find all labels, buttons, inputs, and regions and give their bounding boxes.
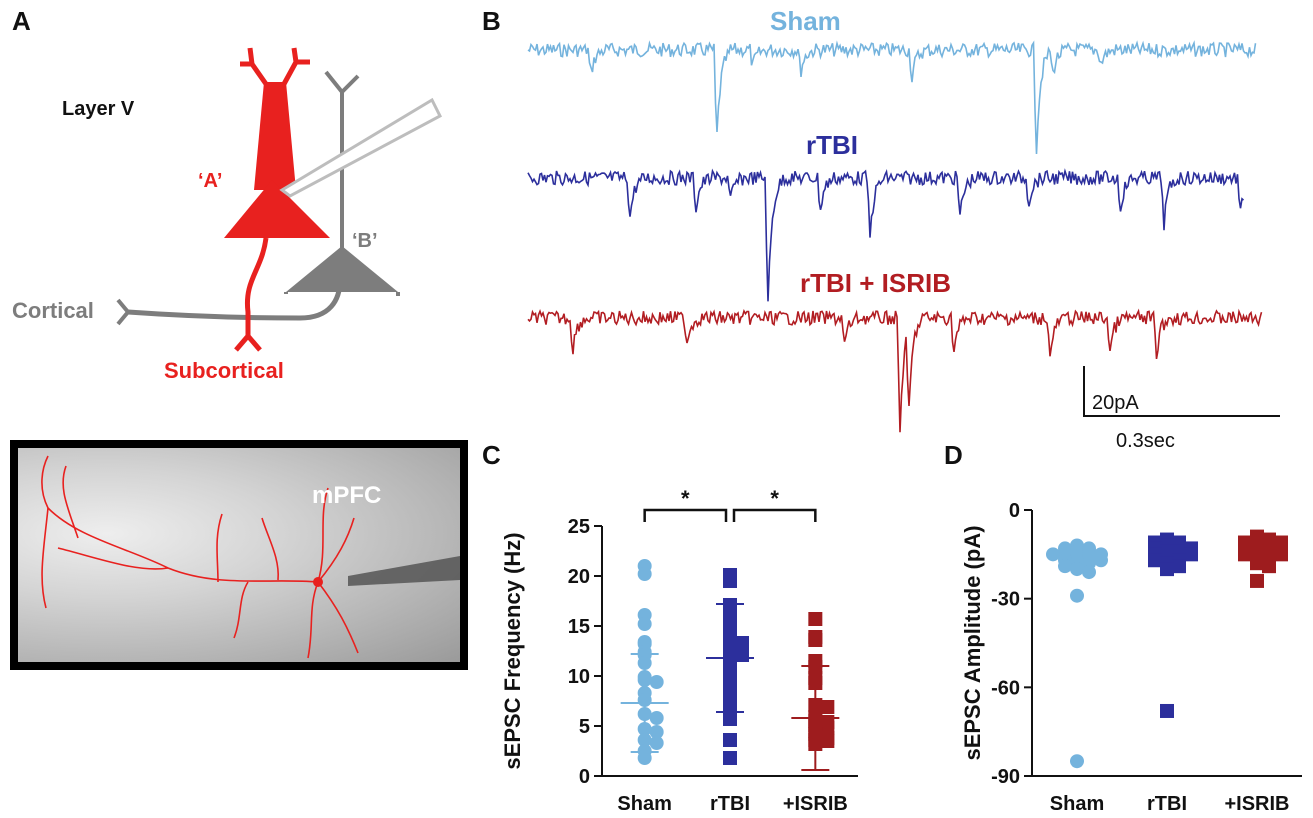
x-tick-label: +ISRIB <box>1224 793 1289 815</box>
neuron-schematic <box>116 47 442 352</box>
trace-sham <box>527 40 1257 155</box>
scale-bar <box>1083 366 1280 417</box>
significance-star: * <box>770 486 779 511</box>
y-tick-label: 0 <box>579 766 590 788</box>
micrograph <box>10 440 468 670</box>
scale-amplitude-label: 20pA <box>1092 392 1139 414</box>
point-isrib <box>1274 547 1288 562</box>
point-sham <box>649 736 664 750</box>
mpfc-label: mPFC <box>312 482 382 509</box>
point-rtbi <box>723 733 737 747</box>
y-tick-label: 5 <box>579 716 590 738</box>
point-sham <box>1082 565 1096 580</box>
y-tick-label: 15 <box>568 616 590 638</box>
trace-label-sham: Sham <box>770 6 841 36</box>
y-axis-label: sEPSC Amplitude (pA) <box>960 525 985 760</box>
trace-label-rtbi: rTBI <box>806 130 858 160</box>
point-rtbi <box>1160 703 1174 718</box>
significance-bracket <box>643 508 728 522</box>
point-rtbi <box>735 636 749 650</box>
panel-letter-a: A <box>12 6 31 36</box>
x-tick-label: rTBI <box>1147 793 1187 815</box>
point-rtbi <box>723 574 737 588</box>
point-isrib <box>1250 573 1264 588</box>
point-rtbi <box>1184 547 1198 562</box>
y-tick-label: 25 <box>568 516 590 538</box>
scale-time-label: 0.3sec <box>1116 430 1175 452</box>
point-sham <box>1094 553 1108 568</box>
trace-isrib <box>527 308 1263 433</box>
point-sham <box>1070 754 1084 769</box>
neuron-a-axon <box>234 237 269 352</box>
panel-letter-b: B <box>482 6 501 36</box>
cortical-axon <box>127 279 343 321</box>
point-isrib <box>820 700 835 714</box>
trace-rtbi <box>527 168 1245 302</box>
point-rtbi <box>723 712 737 726</box>
significance-bracket <box>732 508 817 522</box>
pipette <box>279 97 442 198</box>
x-tick-label: Sham <box>617 793 671 815</box>
point-sham <box>637 567 652 581</box>
traces-plot <box>527 40 1280 433</box>
point-sham <box>1058 559 1072 574</box>
point-sham <box>649 711 664 725</box>
point-sham <box>1070 588 1084 603</box>
point-rtbi <box>1160 562 1174 577</box>
point-isrib <box>1250 556 1264 571</box>
point-isrib <box>808 633 823 647</box>
y-tick-label: -60 <box>991 677 1020 699</box>
micrograph-pipette <box>348 556 460 586</box>
cortical-axon-fork <box>116 298 131 326</box>
neuron-b-apical <box>324 70 360 250</box>
y-tick-label: -90 <box>991 766 1020 788</box>
point-sham <box>637 617 652 631</box>
point-isrib <box>1262 559 1276 574</box>
x-tick-label: +ISRIB <box>783 793 848 815</box>
y-tick-label: 20 <box>568 566 590 588</box>
point-sham <box>1070 562 1084 577</box>
point-sham <box>649 675 664 689</box>
point-sham <box>649 725 664 739</box>
neuron-b-soma <box>286 246 398 292</box>
point-sham <box>637 751 652 765</box>
neuron-b-basal <box>284 292 400 296</box>
panel-letter-c: C <box>482 440 501 470</box>
x-tick-label: Sham <box>1050 793 1104 815</box>
point-isrib <box>808 612 823 626</box>
point-rtbi <box>723 751 737 765</box>
neuron-soma-marker <box>313 577 323 587</box>
y-tick-label: -30 <box>991 589 1020 611</box>
point-isrib <box>1238 547 1252 562</box>
neuron-a-apical-trunk <box>254 82 296 190</box>
neuron-a-apical-tuft <box>240 47 310 86</box>
point-sham <box>1046 547 1060 562</box>
cell-a-label: ‘A’ <box>198 170 223 192</box>
micrograph-overlay <box>41 455 460 659</box>
chart-c: 0 5 10 15 20 25 sEPSC Frequency (Hz) Sham rTBI +I… <box>500 486 858 815</box>
panel-letter-d: D <box>944 440 963 470</box>
neuron-a-soma <box>224 180 330 238</box>
cell-b-label: ‘B’ <box>352 230 378 252</box>
x-tick-label: rTBI <box>710 793 750 815</box>
point-rtbi <box>1148 553 1162 568</box>
point-rtbi <box>735 648 749 662</box>
neuron-tracing <box>41 455 359 659</box>
y-tick-label: 10 <box>568 666 590 688</box>
y-axis-label: sEPSC Frequency (Hz) <box>500 532 525 769</box>
trace-label-isrib: rTBI + ISRIB <box>800 268 951 298</box>
significance-star: * <box>681 486 690 511</box>
cortical-label: Cortical <box>12 298 94 323</box>
micrograph-image <box>18 448 460 662</box>
point-isrib <box>820 734 835 748</box>
subcortical-label: Subcortical <box>164 358 284 383</box>
point-rtbi <box>1172 559 1186 574</box>
layer-label: Layer V <box>62 98 135 120</box>
y-tick-label: 0 <box>1009 500 1020 522</box>
chart-d: -90 -60 -30 0 sEPSC Amplitude (pA) Sham rTBI +I… <box>960 500 1302 815</box>
